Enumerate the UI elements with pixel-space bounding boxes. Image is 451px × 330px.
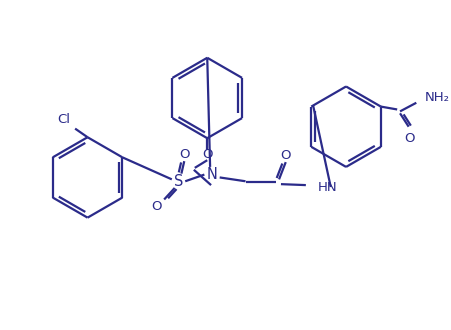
Text: O: O <box>202 148 212 161</box>
Text: S: S <box>174 174 183 189</box>
Text: HN: HN <box>317 181 336 193</box>
Text: O: O <box>280 149 290 162</box>
Text: O: O <box>404 132 414 145</box>
Text: NH₂: NH₂ <box>424 91 449 105</box>
Text: O: O <box>179 148 189 161</box>
Text: Cl: Cl <box>57 113 70 126</box>
Text: N: N <box>206 167 217 182</box>
Text: O: O <box>151 200 161 213</box>
